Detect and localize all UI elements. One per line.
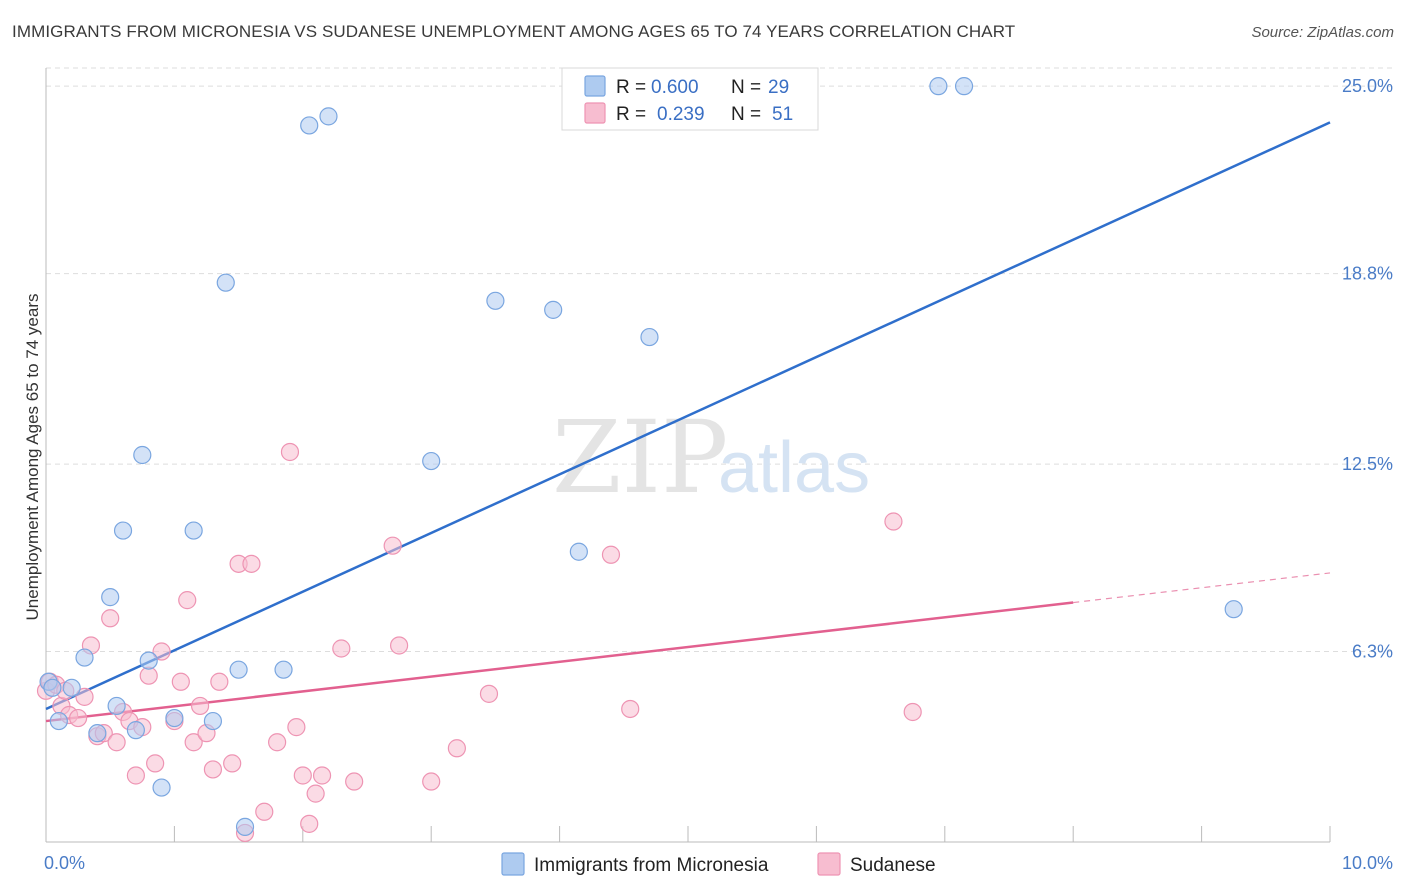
point-micronesia [640, 327, 659, 347]
point-micronesia [929, 77, 948, 96]
point-sudanese [884, 512, 903, 531]
source-credit: Source: ZipAtlas.com [1251, 24, 1394, 41]
point-sudanese [280, 442, 300, 462]
trend-line-0 [45, 121, 1331, 711]
legend-n-label-sudanese: N = [731, 104, 761, 125]
point-micronesia [49, 711, 68, 731]
point-micronesia [75, 648, 94, 667]
chart-title: IMMIGRANTS FROM MICRONESIA VS SUDANESE U… [12, 22, 1016, 41]
x-tick-label-max: 10.0% [1342, 853, 1393, 873]
legend-swatch-micronesia [584, 75, 606, 97]
point-micronesia [139, 651, 158, 670]
bottom-legend-label-micronesia: Immigrants from Micronesia [534, 855, 769, 876]
point-micronesia [152, 778, 171, 797]
point-micronesia [300, 116, 319, 135]
point-sudanese [306, 784, 325, 803]
point-sudanese [422, 772, 441, 791]
point-micronesia [203, 711, 223, 731]
point-sudanese [68, 708, 88, 728]
point-micronesia [62, 678, 81, 697]
point-micronesia [954, 77, 974, 96]
bottom-legend-label-sudanese: Sudanese [850, 855, 936, 876]
point-sudanese [126, 766, 145, 785]
point-sudanese [293, 766, 312, 785]
point-sudanese [107, 733, 126, 752]
point-micronesia [88, 724, 107, 743]
legend-r-label-micronesia: R = [616, 77, 646, 98]
point-sudanese [178, 591, 197, 610]
point-sudanese [621, 699, 640, 719]
legend-r-label-sudanese: R = [616, 104, 646, 125]
y-tick-labels: 6.3% 12.5% 18.8% 25.0% [1342, 76, 1393, 661]
legend-r-value-micronesia: 0.600 [651, 77, 699, 98]
legend-r-value-sudanese: 0.239 [657, 104, 705, 125]
point-micronesia [101, 588, 120, 607]
point-micronesia [184, 521, 203, 540]
data-points [36, 77, 1243, 843]
point-micronesia [113, 521, 133, 540]
point-sudanese [139, 666, 158, 685]
point-sudanese [601, 545, 621, 564]
point-sudanese [101, 609, 120, 628]
point-sudanese [152, 642, 171, 661]
point-micronesia [235, 817, 255, 836]
point-sudanese [287, 718, 306, 737]
y-tick-label: 18.8% [1342, 264, 1393, 284]
point-micronesia [486, 291, 505, 310]
point-sudanese [184, 733, 203, 752]
point-micronesia [165, 708, 184, 728]
point-sudanese [479, 684, 499, 703]
point-micronesia [319, 107, 338, 126]
point-sudanese [390, 636, 409, 655]
y-tick-label: 6.3% [1352, 642, 1393, 662]
watermark-atlas: atlas [718, 428, 870, 508]
point-sudanese [447, 739, 466, 758]
point-micronesia [107, 696, 126, 716]
point-sudanese [312, 766, 332, 785]
point-micronesia [43, 678, 62, 697]
watermark-zip: ZIP [552, 399, 728, 516]
legend-n-value-sudanese: 51 [772, 104, 793, 125]
trend-line-extension-1 [1073, 572, 1331, 604]
bottom-legend-swatch-sudanese [817, 852, 841, 876]
point-sudanese [146, 754, 165, 773]
point-sudanese [190, 696, 210, 716]
point-sudanese [332, 639, 351, 658]
point-sudanese [255, 802, 274, 821]
bottom-legend-swatch-micronesia [501, 852, 525, 876]
point-micronesia [126, 721, 145, 740]
point-micronesia [569, 542, 588, 561]
point-micronesia [422, 451, 441, 471]
point-sudanese [383, 536, 402, 555]
point-micronesia [544, 300, 563, 319]
y-tick-label: 25.0% [1342, 76, 1393, 96]
axes [45, 68, 1331, 843]
point-micronesia [216, 273, 235, 292]
point-micronesia [274, 660, 293, 679]
point-micronesia [1224, 600, 1243, 619]
point-micronesia [133, 445, 152, 465]
point-micronesia [229, 660, 248, 679]
point-sudanese [268, 733, 287, 752]
y-axis-title: Unemployment Among Ages 65 to 74 years [23, 294, 42, 621]
legend-n-label-micronesia: N = [731, 77, 761, 98]
legend-n-value-micronesia: 29 [768, 77, 789, 98]
point-sudanese [223, 754, 242, 773]
series-legend: Immigrants from Micronesia Sudanese [501, 852, 936, 876]
legend-swatch-sudanese [584, 102, 606, 124]
point-sudanese [75, 687, 94, 706]
trend-lines [45, 121, 1331, 723]
point-sudanese [345, 772, 364, 791]
point-sudanese [300, 814, 319, 833]
y-tick-label: 12.5% [1342, 454, 1393, 474]
trend-line-1 [45, 601, 1074, 723]
point-sudanese [203, 760, 223, 779]
point-sudanese [171, 672, 190, 691]
point-sudanese [903, 702, 922, 722]
x-tick-label-min: 0.0% [44, 853, 85, 873]
point-sudanese [210, 672, 229, 691]
correlation-legend: R = 0.600 N = 29 R = 0.239 N = 51 [561, 67, 819, 131]
point-sudanese [242, 554, 261, 573]
